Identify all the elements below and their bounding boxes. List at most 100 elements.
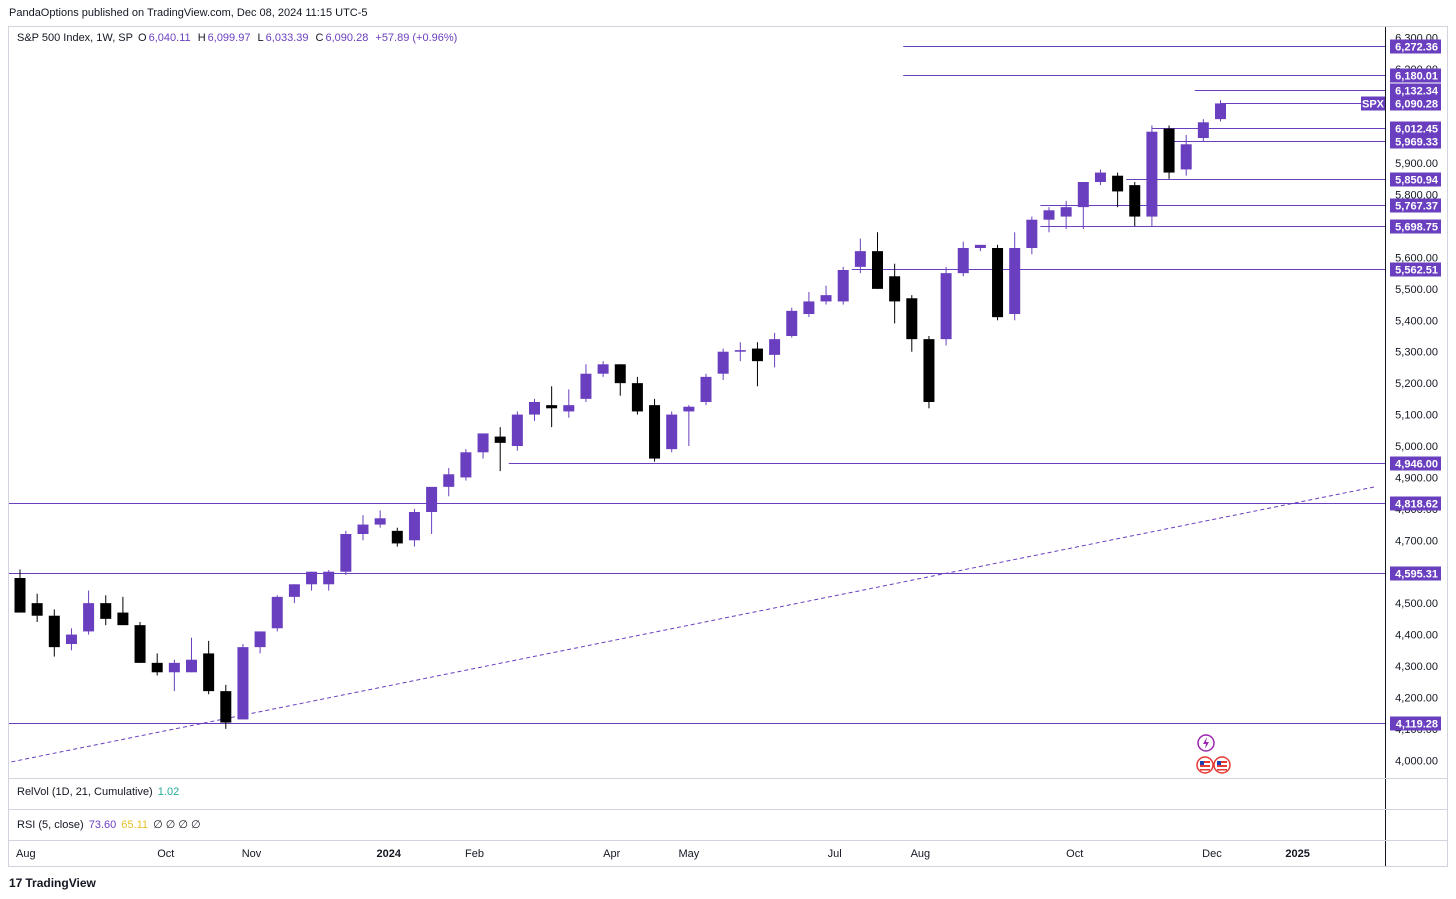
candle-body [1197, 122, 1209, 138]
candle[interactable] [1146, 125, 1158, 226]
candle[interactable] [31, 593, 43, 622]
candle[interactable] [443, 468, 455, 497]
candle[interactable] [83, 590, 95, 635]
candle[interactable] [1077, 182, 1089, 230]
candle[interactable] [1094, 169, 1106, 186]
candle[interactable] [48, 609, 60, 657]
candle-body [1129, 185, 1141, 217]
candle[interactable] [717, 348, 729, 380]
candle[interactable] [872, 232, 883, 289]
candle[interactable] [546, 386, 558, 428]
candle[interactable] [237, 644, 249, 720]
candle[interactable] [769, 332, 781, 368]
candle[interactable] [477, 433, 489, 459]
candle[interactable] [923, 336, 935, 409]
candle[interactable] [426, 486, 438, 534]
candle[interactable] [306, 571, 318, 591]
candle[interactable] [974, 244, 986, 252]
price-tick-label: 5,100.00 [1395, 410, 1438, 422]
level-badge-label: 5,969.33 [1395, 137, 1438, 149]
candle[interactable] [460, 449, 472, 481]
candle[interactable] [837, 266, 849, 305]
candle[interactable] [186, 637, 197, 673]
candle[interactable] [751, 342, 763, 387]
candle[interactable] [134, 622, 146, 663]
candle[interactable] [340, 530, 352, 575]
candle[interactable] [1043, 207, 1055, 233]
candle[interactable] [1215, 100, 1226, 122]
candle[interactable] [649, 398, 661, 462]
lightning-icon[interactable] [1197, 734, 1215, 752]
dashed-trendline[interactable] [11, 486, 1375, 763]
candle[interactable] [803, 292, 815, 318]
candle[interactable] [323, 570, 335, 591]
candle-body [340, 534, 352, 572]
candle[interactable] [357, 515, 369, 541]
candle[interactable] [957, 241, 969, 277]
candle[interactable] [151, 653, 163, 676]
candle[interactable] [889, 263, 901, 324]
candle[interactable] [563, 389, 575, 418]
candle[interactable] [1112, 172, 1124, 208]
candle-body [940, 273, 952, 340]
us-flag-icon[interactable] [1213, 756, 1231, 774]
price-tick-label: 5,000.00 [1395, 441, 1438, 453]
candle[interactable] [511, 411, 523, 451]
candle[interactable] [391, 527, 403, 547]
candle[interactable] [288, 584, 300, 604]
candle-body [443, 474, 455, 487]
legend-change: +57.89 (+0.96%) [375, 32, 458, 44]
candle[interactable] [1180, 134, 1192, 176]
candle-body [1026, 219, 1038, 248]
candle[interactable] [168, 659, 180, 692]
candle[interactable] [940, 266, 952, 346]
candle[interactable] [992, 244, 1004, 321]
candle-body [151, 662, 163, 673]
candle[interactable] [117, 596, 129, 626]
candle[interactable] [597, 361, 609, 377]
candle[interactable] [580, 364, 592, 402]
candle[interactable] [374, 510, 386, 528]
candle-body [957, 248, 969, 274]
candle-body [1060, 207, 1072, 217]
candle[interactable] [906, 295, 918, 352]
candle[interactable] [203, 640, 215, 695]
candle[interactable] [1009, 232, 1021, 321]
candle[interactable] [683, 405, 695, 446]
us-flag-icon[interactable] [1196, 756, 1214, 774]
candle-body [974, 244, 986, 248]
candle[interactable] [854, 238, 866, 274]
candle[interactable] [271, 595, 283, 632]
candle[interactable] [734, 342, 746, 362]
candle-body [426, 486, 438, 512]
relvol-legend[interactable]: RelVol (1D, 21, Cumulative) 1.02 [17, 786, 181, 798]
candle[interactable] [529, 398, 540, 421]
candle[interactable] [666, 411, 678, 453]
candle[interactable] [408, 508, 420, 547]
candle[interactable] [1026, 216, 1038, 255]
candle[interactable] [820, 285, 832, 305]
legend-symbol[interactable]: S&P 500 Index, 1W, SP [17, 32, 133, 44]
rsi-legend[interactable]: RSI (5, close) 73.60 65.11 ∅ ∅ ∅ ∅ [17, 818, 203, 831]
candle[interactable] [1129, 182, 1141, 226]
candle[interactable] [14, 569, 26, 613]
candle[interactable] [1060, 200, 1072, 230]
level-badge-label: 6,272.36 [1395, 42, 1438, 54]
candle[interactable] [65, 628, 77, 651]
rsi-value: 73.60 [88, 819, 117, 831]
candle[interactable] [100, 595, 112, 626]
candle[interactable] [631, 376, 643, 415]
level-badge-label: 4,595.31 [1395, 569, 1438, 581]
candle[interactable] [254, 631, 266, 654]
candle[interactable] [220, 684, 232, 729]
candle[interactable] [1197, 119, 1209, 142]
candle[interactable] [1163, 125, 1175, 179]
candle-body [683, 406, 695, 412]
candle[interactable] [494, 427, 506, 472]
candle[interactable] [786, 307, 798, 338]
tradingview-logo[interactable]: 17 TradingView [9, 876, 96, 890]
candle[interactable] [700, 373, 712, 406]
candle-body [203, 653, 215, 692]
candle[interactable] [614, 364, 626, 396]
